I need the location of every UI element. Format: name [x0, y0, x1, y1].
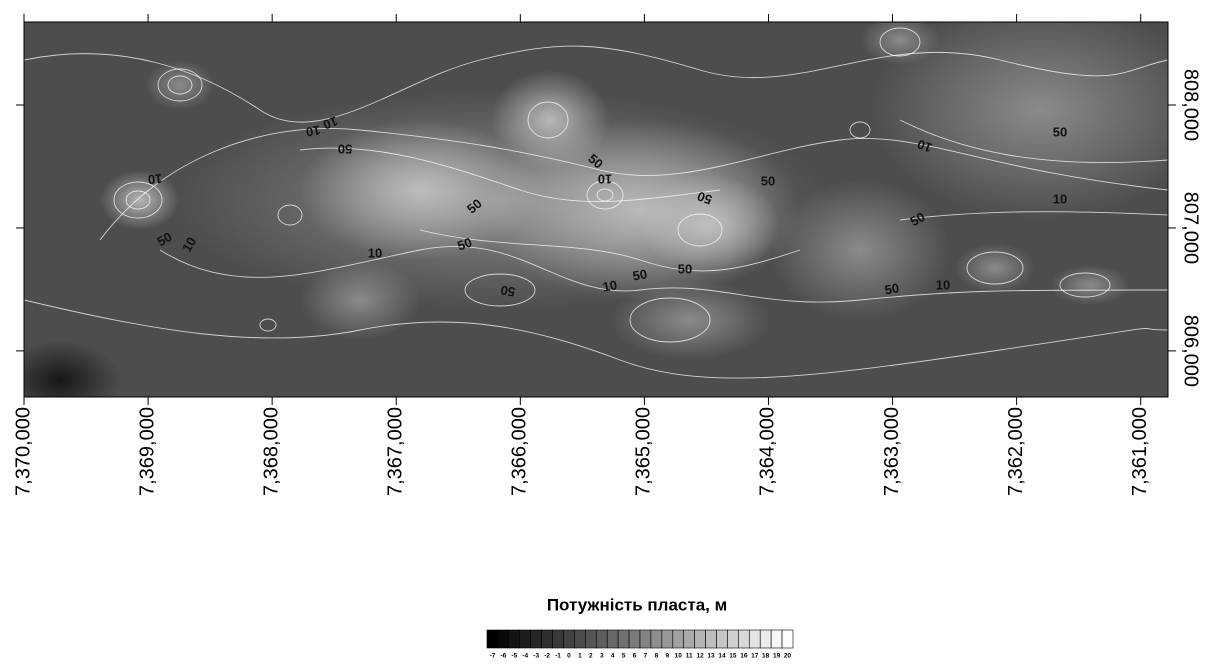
legend-label: 17: [751, 653, 759, 660]
legend-swatch: [574, 630, 585, 648]
legend-swatch: [717, 630, 728, 648]
legend-title: Потужність пласта, м: [547, 595, 727, 614]
legend-label: 16: [740, 653, 748, 660]
legend-swatch: [629, 630, 640, 648]
legend-label: 7: [644, 653, 648, 660]
legend-label: 15: [729, 653, 737, 660]
contour-label: 10: [601, 277, 618, 294]
x-tick-label: 7,364,000: [757, 407, 779, 496]
legend-swatch: [684, 630, 695, 648]
legend-label: -6: [501, 653, 507, 660]
legend-label: 14: [718, 653, 726, 660]
legend-label: 2: [589, 653, 593, 660]
legend-swatch: [487, 630, 498, 648]
legend-swatch: [531, 630, 542, 648]
legend-swatch: [695, 630, 706, 648]
legend-label: 10: [675, 653, 683, 660]
legend-swatch: [640, 630, 651, 648]
legend-swatch: [760, 630, 771, 648]
contour-label: 10: [305, 122, 322, 139]
legend-label: 11: [686, 653, 693, 660]
contour-label: 50: [338, 142, 352, 157]
contour-label: 50: [499, 282, 516, 299]
legend-label: -2: [544, 653, 550, 660]
legend-label: -7: [490, 653, 496, 660]
legend-swatch: [596, 630, 607, 648]
legend-label: -5: [511, 653, 517, 660]
legend-label: 13: [707, 653, 715, 660]
legend-swatch: [727, 630, 738, 648]
legend-label: 6: [633, 653, 637, 660]
x-tick-label: 7,367,000: [385, 407, 407, 496]
legend-swatch: [509, 630, 520, 648]
legend-label: 18: [762, 653, 770, 660]
contour-label: 10: [147, 171, 163, 187]
legend-swatch: [706, 630, 717, 648]
x-tick-label: 7,361,000: [1129, 407, 1151, 496]
legend-label: -1: [555, 653, 561, 660]
legend-label: 9: [666, 653, 670, 660]
contour-label: 10: [368, 245, 382, 260]
contour-label: 10: [1053, 191, 1067, 206]
y-tick-label: 808,000: [1180, 69, 1202, 141]
legend-swatch: [564, 630, 575, 648]
legend-label: 1: [578, 653, 582, 660]
contour-label: 50: [761, 173, 775, 188]
legend-label: -3: [533, 653, 539, 660]
legend-label: 8: [655, 653, 659, 660]
legend-swatch: [618, 630, 629, 648]
legend-label: 5: [622, 653, 626, 660]
legend-label: 20: [784, 653, 792, 660]
contour-label: 10: [598, 172, 612, 187]
x-tick-label: 7,362,000: [1005, 407, 1027, 496]
legend-label: 0: [567, 653, 571, 660]
y-tick-label: 806,000: [1180, 315, 1202, 387]
legend-label: 19: [773, 653, 781, 660]
legend-swatch: [738, 630, 749, 648]
legend-swatch: [782, 630, 793, 648]
legend-swatch: [651, 630, 662, 648]
legend-swatch: [520, 630, 531, 648]
contour-label: 50: [631, 266, 648, 283]
legend-swatch: [585, 630, 596, 648]
legend-swatch: [498, 630, 509, 648]
contour-label: 50: [1053, 124, 1067, 139]
legend-swatch: [542, 630, 553, 648]
x-tick-label: 7,365,000: [633, 407, 655, 496]
x-tick-label: 7,369,000: [136, 407, 158, 496]
legend-swatch: [771, 630, 782, 648]
x-tick-label: 7,368,000: [260, 407, 282, 496]
legend-swatch: [673, 630, 684, 648]
legend-swatch: [749, 630, 760, 648]
x-tick-label: 7,370,000: [12, 407, 34, 496]
legend-swatch: [607, 630, 618, 648]
legend-swatch: [662, 630, 673, 648]
contour-label: 50: [678, 261, 692, 276]
legend-label: -4: [522, 653, 528, 660]
x-tick-label: 7,363,000: [881, 407, 903, 496]
contour-label: 10: [936, 277, 950, 292]
contour-label: 50: [883, 280, 900, 297]
legend-swatch: [553, 630, 564, 648]
legend-label: 3: [600, 653, 604, 660]
map-figure: Потужність пласта, м 7,370,000 7,369,000 7…: [0, 0, 1214, 664]
x-tick-label: 7,366,000: [509, 407, 531, 496]
y-tick-label: 807,000: [1180, 192, 1202, 264]
contour-map: [0, 0, 1210, 420]
legend-label: 4: [611, 653, 615, 660]
legend-label: 12: [696, 653, 704, 660]
